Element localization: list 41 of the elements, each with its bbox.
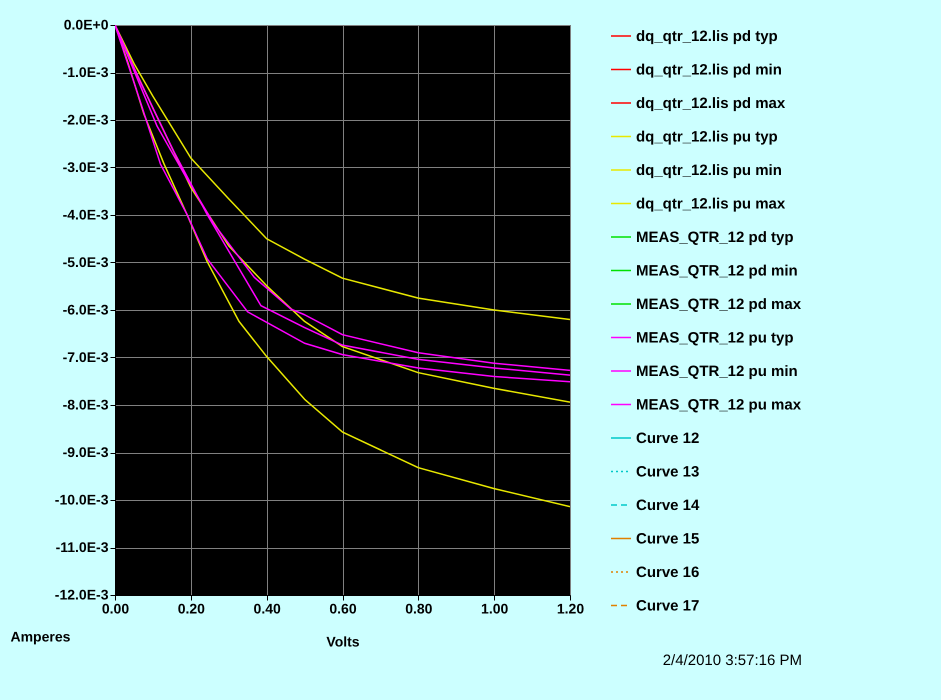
text: 2/4/2010 3:57:16 PM [662,652,802,669]
y-tick-label: -12.0E-3 [54,586,109,602]
legend-label: Curve 17 [636,598,700,614]
legend-label: MEAS_QTR_12 pu max [636,396,802,414]
y-tick-label: -2.0E-3 [62,112,109,128]
legend-label: dq_qtr_12.lis pd min [636,62,782,78]
x-tick-label: 0.40 [254,600,282,616]
legend-label: dq_qtr_12.lis pu max [636,196,786,212]
x-tick-label: 0.00 [102,600,130,616]
legend-label: MEAS_QTR_12 pu min [636,363,798,380]
legend-label: Curve 12 [636,430,700,447]
y-tick-label: -8.0E-3 [62,396,109,412]
legend-label: MEAS_QTR_12 pd typ [636,229,794,246]
x-tick-label: 0.80 [405,600,433,616]
y-tick-label: -1.0E-3 [62,64,109,80]
legend-label: dq_qtr_12.lis pd typ [636,28,778,45]
y-tick-label: -11.0E-3 [56,539,109,555]
y-tick-label: -3.0E-3 [62,159,109,175]
y-axis-title: Amperes [10,628,71,644]
x-tick-label: 1.00 [481,600,509,616]
y-tick-label: -6.0E-3 [62,302,109,318]
y-tick-label: 0.0E+0 [64,16,109,32]
x-tick-label: 0.20 [178,600,206,616]
legend-label: MEAS_QTR_12 pd max [636,296,802,313]
x-tick-label: 1.20 [556,600,584,616]
x-axis-title: Volts [326,634,360,650]
legend-label: Curve 14 [636,497,700,514]
y-tick-label: -10.0E-3 [54,492,109,508]
legend-label: Curve 15 [636,530,700,548]
legend-label: dq_qtr_12.lis pu typ [636,128,778,146]
y-tick-label: -7.0E-3 [62,349,109,365]
legend-label: dq_qtr_12.lis pd max [636,95,786,112]
y-tick-label: -5.0E-3 [62,254,109,270]
legend-label: Curve 13 [636,464,700,480]
y-tick-label: -9.0E-3 [62,444,109,460]
legend-label: dq_qtr_12.lis pu min [636,162,782,179]
y-tick-label: -4.0E-3 [62,206,109,222]
legend-label: Curve 16 [636,564,700,581]
legend-label: MEAS_QTR_12 pd min [636,262,798,280]
legend-label: MEAS_QTR_12 pu typ [636,330,794,346]
x-tick-label: 0.60 [329,600,357,616]
